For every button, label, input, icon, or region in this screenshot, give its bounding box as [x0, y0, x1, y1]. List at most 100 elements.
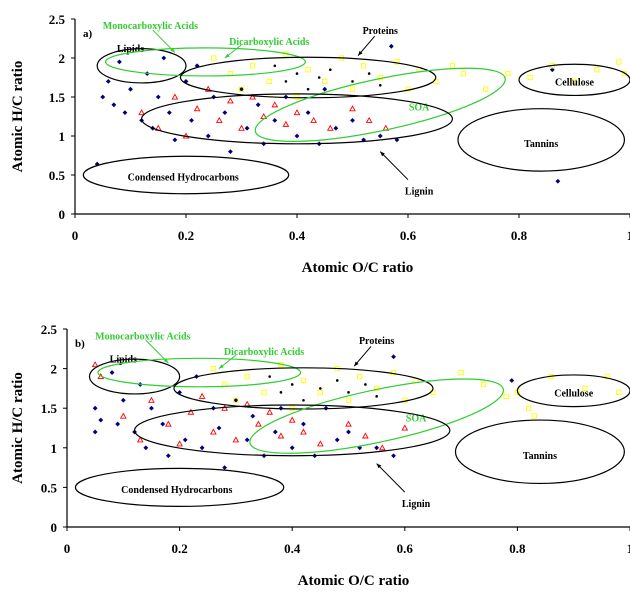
data-point-square: [349, 86, 356, 92]
panel-label: b): [75, 338, 85, 350]
region-label-dicarboxylic-acids: Dicarboxylic Acids: [229, 37, 309, 48]
data-point-diamond: [182, 437, 188, 443]
region-arrow-lignin: [379, 151, 409, 181]
data-point-diamond: [177, 389, 182, 395]
region-arrowhead-lignin: [380, 151, 385, 157]
data-point-diamond: [199, 445, 205, 451]
data-point-diamond: [301, 421, 306, 427]
data-point-square: [526, 405, 532, 411]
region-arrow-lignin: [376, 463, 406, 493]
data-point-diamond: [92, 405, 98, 411]
data-point-diamond: [555, 178, 561, 184]
data-point-square: [531, 413, 537, 419]
data-point-square: [527, 74, 533, 81]
y-axis-label: Atomic H/C ratio: [10, 372, 26, 484]
data-point-diamond: [122, 110, 128, 115]
y-tick-label: 2.5: [49, 12, 66, 27]
data-point-diamond: [205, 133, 211, 139]
data-point-diamond: [183, 79, 189, 84]
region-ellipse-condensed-hydrocarbons: [82, 155, 290, 195]
data-point-triangle: [148, 396, 155, 403]
data-point-triangle: [310, 116, 318, 123]
region-label-proteins: Proteins: [363, 26, 398, 37]
data-point-triangle: [277, 432, 285, 439]
data-point-diamond: [189, 118, 194, 123]
region-ellipse-lignin: [141, 93, 453, 145]
data-point-triangle: [119, 412, 127, 419]
data-point-square: [249, 63, 256, 69]
data-point-square: [390, 369, 397, 376]
data-point-dot: [290, 383, 294, 386]
data-point-diamond: [92, 429, 98, 435]
data-point-triangle: [293, 109, 301, 116]
data-point-triangle: [365, 116, 373, 123]
data-point-square: [317, 389, 323, 396]
data-point-triangle: [227, 97, 234, 104]
data-point-square: [233, 397, 239, 403]
data-point-square: [616, 59, 622, 65]
data-point-square: [345, 397, 352, 403]
data-point-dot: [378, 84, 382, 87]
data-point-diamond: [391, 453, 396, 459]
data-point-diamond: [98, 417, 104, 423]
data-point-diamond: [228, 149, 233, 154]
region-label-soa: SOA: [406, 414, 427, 425]
x-tick-label: 0.2: [171, 541, 187, 556]
data-point-triangle: [204, 85, 212, 92]
data-point-square: [210, 365, 217, 372]
data-point-diamond: [305, 110, 311, 115]
data-point-diamond: [109, 370, 115, 375]
data-point-triangle: [198, 392, 206, 399]
data-point-triangle: [91, 361, 99, 368]
x-tick-label: 0.4: [284, 541, 301, 556]
y-tick-label: 0.5: [49, 168, 66, 183]
region-ellipse-tannins: [454, 419, 625, 485]
data-point-dot: [273, 64, 277, 68]
data-point-square: [505, 70, 511, 77]
x-tick-label: 1: [627, 228, 630, 243]
region-label-lignin: Lignin: [402, 499, 431, 510]
data-point-triangle: [316, 440, 324, 447]
data-point-square: [594, 67, 600, 73]
data-point-triangle: [136, 436, 144, 443]
region-ellipse-proteins: [179, 56, 437, 99]
data-point-triangle: [300, 428, 307, 435]
data-point-square: [360, 63, 367, 69]
region-arrowhead-proteins: [358, 50, 363, 56]
data-point-triangle: [345, 420, 352, 427]
data-point-triangle: [282, 120, 290, 127]
data-point-diamond: [294, 133, 300, 139]
region-ellipse-lipids: [88, 358, 181, 395]
data-point-diamond: [322, 86, 328, 92]
data-point-triangle: [164, 420, 172, 427]
region-label-cellulose: Cellulose: [555, 77, 594, 88]
data-point-diamond: [111, 102, 117, 108]
y-axis-label: Atomic H/C ratio: [10, 61, 26, 173]
data-point-square: [261, 389, 267, 396]
data-point-diamond: [143, 445, 149, 451]
data-point-diamond: [160, 421, 166, 427]
chart-panel-b: 0 0.2 0.4 0.6 0.8 1 0 0.5 1 1.5 2 2.5 Atomic O/C rat…: [10, 322, 630, 589]
data-point-dot: [329, 68, 332, 71]
x-tick-label: 0.2: [178, 228, 194, 243]
data-point-triangle: [171, 93, 179, 100]
region-label-soa: SOA: [409, 102, 430, 113]
data-point-dot: [351, 80, 354, 83]
region-ellipse-soa: [254, 67, 506, 142]
data-point-triangle: [266, 408, 274, 415]
data-point-square: [571, 78, 578, 85]
data-point-diamond: [100, 94, 106, 100]
data-point-dot: [268, 375, 271, 378]
region-label-tannins: Tannins: [523, 451, 557, 462]
region-ellipse-dicarboxylic-acids: [97, 357, 302, 388]
data-point-square: [449, 63, 456, 69]
data-point-diamond: [289, 445, 295, 451]
data-point-square: [621, 70, 628, 77]
region-arrowhead-monocarboxylic-acids: [170, 47, 175, 53]
data-point-diamond: [255, 102, 261, 108]
region-label-lignin: Lignin: [405, 187, 434, 198]
data-point-square: [394, 59, 400, 65]
region-arrowhead-dicarboxylic-acids: [219, 364, 224, 369]
region-label-condensed-hydrocarbons: Condensed Hydrocarbons: [128, 173, 239, 184]
